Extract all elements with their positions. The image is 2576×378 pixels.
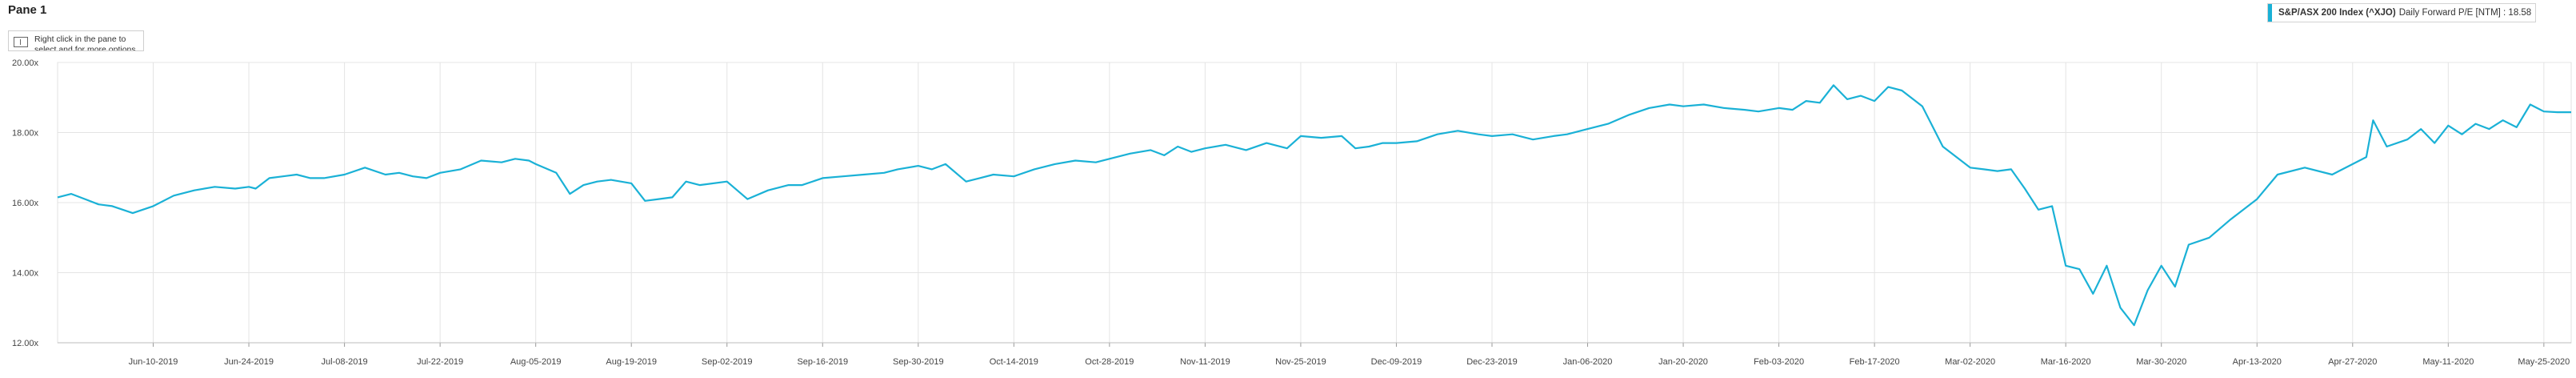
y-tick-label: 14.00x [12,269,39,279]
x-tick-label: Dec-23-2019 [1466,357,1518,367]
x-tick-label: Oct-28-2019 [1085,357,1134,367]
series-line[interactable] [57,84,2571,327]
y-tick-label: 20.00x [12,58,39,68]
x-tick-label: Apr-27-2020 [2328,357,2377,367]
legend-swatch [2268,4,2272,22]
y-tick-label: 18.00x [12,129,39,139]
x-tick-label: May-11-2020 [2422,357,2474,367]
x-tick-label: Aug-19-2019 [606,357,657,367]
x-axis-labels: Jun-10-2019 Jun-24-2019 Jul-08-2019 Jul-22-… [129,357,2570,367]
x-tick-label: Jun-24-2019 [224,357,274,367]
legend-series-detail: Daily Forward P/E [NTM] : 18.58 [2398,8,2532,18]
pane-hint-text: Right click in the pane to select and fo… [34,34,136,51]
x-tick-label: Jan-20-2020 [1658,357,1708,367]
legend-series-name: S&P/ASX 200 Index (^XJO) [2278,8,2396,18]
x-tick-label: Feb-03-2020 [1754,357,1804,367]
chart-legend[interactable]: S&P/ASX 200 Index (^XJO) Daily Forward P… [2267,3,2536,22]
x-tick-label: Sep-30-2019 [893,357,944,367]
x-tick-label: Nov-25-2019 [1275,357,1326,367]
y-tick-label: 16.00x [12,199,39,208]
grid-lines [57,62,2572,344]
x-tick-label: Mar-02-2020 [1945,357,1995,367]
y-axis-labels: 20.00x 18.00x 16.00x 14.00x 12.00x [12,58,39,348]
pane-title: Pane 1 [8,3,47,17]
x-tick-label: Sep-16-2019 [797,357,848,367]
x-tick-label: Jul-22-2019 [417,357,463,367]
x-tick-label: Feb-17-2020 [1850,357,1900,367]
series-layer[interactable] [57,84,2571,327]
x-tick-label: Mar-30-2020 [2136,357,2186,367]
y-tick-label: 12.00x [12,339,39,348]
x-tick-label: Nov-11-2019 [1180,357,1230,367]
x-tick-label: Jun-10-2019 [129,357,178,367]
x-tick-label: May-25-2020 [2518,357,2570,367]
axes [58,342,2571,347]
x-tick-label: Oct-14-2019 [990,357,1038,367]
x-tick-label: Jan-06-2020 [1563,357,1613,367]
x-tick-label: Sep-02-2019 [702,357,753,367]
x-tick-label: Aug-05-2019 [510,357,562,367]
pane-options-hint[interactable]: Right click in the pane to select and fo… [8,30,144,51]
x-tick-label: Dec-09-2019 [1371,357,1422,367]
x-tick-label: Mar-16-2020 [2041,357,2091,367]
chart-settings-icon [14,37,28,47]
x-tick-label: Apr-13-2020 [2233,357,2282,367]
x-tick-label: Jul-08-2019 [322,357,368,367]
